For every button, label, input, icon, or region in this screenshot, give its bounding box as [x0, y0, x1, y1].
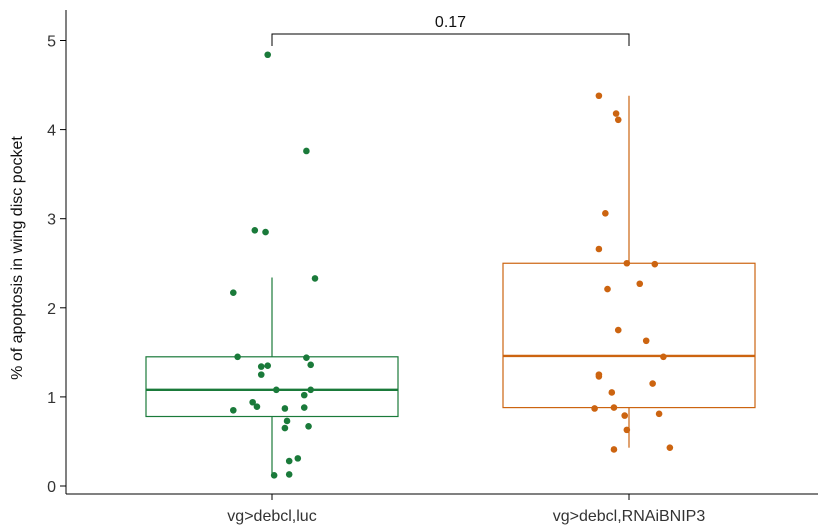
data-point [270, 472, 278, 479]
data-point [303, 147, 310, 155]
data-point [595, 92, 603, 100]
data-point [264, 51, 272, 59]
data-point [285, 457, 293, 465]
y-tick-label: 3 [47, 212, 56, 229]
x-tick-label: vg>debcl,luc [227, 508, 316, 525]
y-axis-title: % of apoptosis in wing disc pocket [9, 136, 26, 380]
data-point [294, 455, 302, 462]
data-point [234, 353, 241, 361]
iqr-box [145, 356, 399, 418]
data-point [249, 398, 256, 406]
x-tick-label: vg>debcl,RNAiBNIP3 [553, 508, 706, 525]
y-tick-label: 1 [47, 390, 56, 407]
data-point [642, 337, 650, 345]
axes: 0 1 2 3 4 5 vg>debcl,luc vg>debcl,RNAiBNIP3 [47, 10, 818, 525]
data-point [610, 446, 618, 453]
data-point [311, 275, 319, 282]
data-point [230, 289, 237, 296]
data-point [281, 424, 289, 432]
data-point [283, 417, 291, 425]
significance-bracket [271, 33, 630, 46]
iqr-box [502, 262, 756, 409]
data-point [262, 228, 269, 236]
data-point [307, 361, 315, 369]
data-point [660, 353, 667, 361]
data-point [651, 260, 659, 268]
data-point [614, 116, 622, 124]
data-point [623, 426, 631, 434]
data-point [595, 373, 603, 380]
data-point [281, 405, 289, 412]
data-point [305, 423, 312, 430]
data-point [285, 471, 293, 478]
data-point [649, 380, 656, 387]
p-value-label: 0.17 [435, 14, 466, 31]
data-point [595, 245, 603, 253]
data-point [612, 110, 620, 117]
y-tick-label: 0 [47, 479, 56, 496]
data-point [655, 410, 663, 418]
data-point [591, 405, 598, 412]
data-point [604, 285, 611, 293]
data-point [303, 354, 310, 361]
data-point [666, 444, 674, 451]
data-point [307, 386, 315, 394]
data-point [273, 386, 280, 394]
data-point [264, 362, 272, 370]
data-point [610, 404, 618, 411]
data-point [257, 363, 265, 370]
data-point [257, 371, 265, 378]
plot-marks: 0.17 [145, 14, 756, 479]
data-point [251, 226, 259, 234]
y-tick-label: 4 [47, 123, 56, 140]
data-point [621, 412, 628, 419]
data-point [614, 326, 622, 334]
data-point [300, 404, 308, 411]
data-point [608, 389, 616, 396]
data-point [623, 259, 631, 267]
y-tick-label: 5 [47, 34, 56, 51]
box-group [502, 92, 756, 453]
data-point [300, 391, 308, 399]
data-point [602, 210, 609, 217]
data-point [230, 406, 237, 414]
y-tick-label: 2 [47, 301, 56, 318]
data-point [636, 280, 644, 288]
data-point [253, 403, 261, 411]
box-group [145, 51, 399, 479]
